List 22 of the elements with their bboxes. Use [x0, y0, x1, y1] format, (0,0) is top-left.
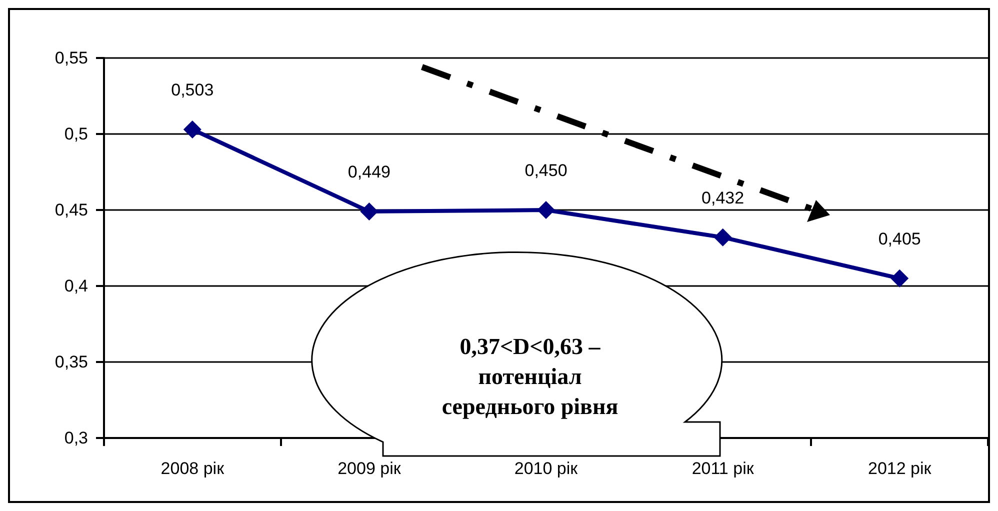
- y-tick-label: 0,5: [64, 124, 88, 144]
- y-tick-label: 0,3: [64, 428, 88, 448]
- data-label: 0,405: [878, 229, 921, 248]
- y-tick-label: 0,45: [54, 200, 88, 220]
- annotation: 0,37<D<0,63 – потенціал середнього рівня: [440, 333, 620, 421]
- point: [714, 228, 732, 246]
- y-tick-label: 0,4: [64, 276, 88, 296]
- point: [537, 201, 555, 219]
- data-label: 0,450: [524, 161, 568, 180]
- x-tick-label: 2012 рік: [868, 459, 932, 478]
- y-tick-label: 0,55: [54, 48, 88, 68]
- data-label: 0,503: [171, 80, 214, 100]
- y-tick-label: 0,35: [54, 352, 88, 372]
- x-tick-label: 2008 рік: [160, 459, 225, 478]
- data-label: 0,432: [702, 188, 744, 208]
- x-tick-label: 2010 рік: [514, 459, 578, 478]
- point: [360, 202, 378, 221]
- x-tick-label: 2009 рік: [338, 459, 402, 478]
- data-label: 0,449: [348, 162, 390, 182]
- point: [890, 269, 909, 288]
- x-tick-label: 2011 рік: [692, 459, 754, 478]
- point: [183, 120, 202, 138]
